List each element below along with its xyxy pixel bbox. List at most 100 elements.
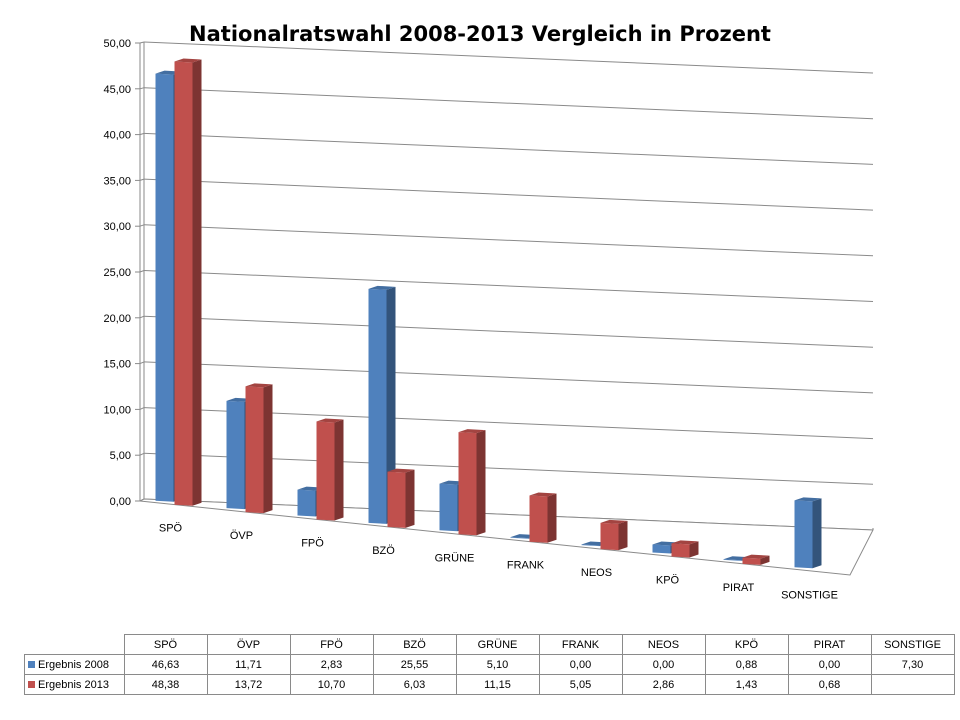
bar-front xyxy=(245,386,264,514)
gridline xyxy=(143,270,874,302)
bar-side xyxy=(386,286,396,524)
table-cell: 11,71 xyxy=(206,654,291,675)
chart-plot: 0,00 5,00 10,00 15,00 20,00 25,00 30,00 35,00 40… xyxy=(103,38,874,601)
data-table: SPÖ ÖVP FPÖ BZÖ GRÜNE FRANK NEOS KPÖ PIRAT SONSTI… xyxy=(24,634,955,695)
bar-top xyxy=(245,383,273,388)
bar-top xyxy=(458,429,486,434)
table-cell: 46,63 xyxy=(123,654,208,675)
table-cell: 2,83 xyxy=(289,654,374,675)
bar-front xyxy=(671,543,690,558)
table-header-cell: ÖVP xyxy=(206,634,291,655)
bar-side xyxy=(618,520,628,551)
table-cell: 13,72 xyxy=(206,674,291,695)
table-header-cell: SPÖ xyxy=(123,634,208,655)
bar-side xyxy=(334,419,344,521)
bar-front xyxy=(510,537,529,539)
bar-front xyxy=(439,483,458,532)
bar-top xyxy=(368,285,396,290)
bar-front xyxy=(155,73,174,502)
side-gridline xyxy=(139,315,145,319)
table-cell: 0,00 xyxy=(787,654,872,675)
side-gridline xyxy=(139,87,145,90)
table-cell: 1,43 xyxy=(704,674,789,695)
bar-side xyxy=(476,430,486,536)
y-tick-label: 5,00 xyxy=(110,450,131,462)
table-header-cell: SONSTIGE xyxy=(870,634,955,655)
bar-side xyxy=(812,498,822,569)
table-row: Ergebnis 2008 46,63 11,71 2,83 25,55 5,10 0,00… xyxy=(24,654,955,675)
y-tick-label: 0,00 xyxy=(110,496,131,508)
legend-entry: Ergebnis 2013 xyxy=(24,674,125,695)
table-cell: 10,70 xyxy=(289,674,374,695)
bar-side xyxy=(547,493,557,543)
x-tick-label: FRANK xyxy=(507,560,545,572)
table-header-cell: NEOS xyxy=(621,634,706,655)
legend-entry: Ergebnis 2008 xyxy=(24,654,125,675)
gridline xyxy=(143,224,874,257)
table-cell: 2,86 xyxy=(621,674,706,695)
bar-front xyxy=(723,559,742,561)
y-tick-label: 30,00 xyxy=(103,221,131,233)
table-header-cell: FPÖ xyxy=(289,634,374,655)
bar-front xyxy=(600,522,619,551)
side-gridline xyxy=(139,132,145,136)
bar-front xyxy=(742,557,761,565)
side-gridline xyxy=(139,270,145,273)
bar-2013-PIRAT xyxy=(742,554,770,565)
x-tick-label: NEOS xyxy=(581,567,612,579)
bar-front xyxy=(174,61,193,506)
bar-top xyxy=(742,554,770,559)
y-tick-label: 40,00 xyxy=(103,130,131,142)
gridline xyxy=(143,87,874,120)
side-gridline xyxy=(139,407,145,410)
bar-front xyxy=(458,432,477,536)
bar-2013-BZÖ xyxy=(387,468,415,528)
table-cell xyxy=(870,674,955,695)
bar-2013-NEOS xyxy=(600,519,628,551)
y-tick-label: 20,00 xyxy=(103,313,131,325)
bar-front xyxy=(794,500,813,569)
y-tick-label: 25,00 xyxy=(103,267,131,279)
gridline xyxy=(143,41,874,74)
side-gridline xyxy=(139,224,145,227)
bar-top xyxy=(794,497,822,502)
y-tick-label: 50,00 xyxy=(103,38,131,50)
bar-side xyxy=(263,384,273,514)
table-header-cell: BZÖ xyxy=(372,634,457,655)
table-header-cell: KPÖ xyxy=(704,634,789,655)
bar-top xyxy=(174,58,202,63)
y-tick-label: 45,00 xyxy=(103,84,131,96)
bar-front xyxy=(652,544,671,554)
legend-label: Ergebnis 2013 xyxy=(38,678,109,691)
bar-front xyxy=(387,471,406,528)
table-header-cell: GRÜNE xyxy=(455,634,540,655)
x-tick-label: GRÜNE xyxy=(435,552,475,564)
gridline xyxy=(143,361,874,394)
table-cell: 0,88 xyxy=(704,654,789,675)
side-gridline xyxy=(139,178,145,181)
table-cell: 0,68 xyxy=(787,674,872,695)
x-tick-label: PIRAT xyxy=(723,582,755,594)
bar-side xyxy=(405,469,415,528)
table-cell: 5,10 xyxy=(455,654,540,675)
y-tick-label: 15,00 xyxy=(103,359,131,371)
x-tick-label: KPÖ xyxy=(656,575,680,587)
bar-2013-FPÖ xyxy=(316,418,344,521)
table-cell: 0,00 xyxy=(621,654,706,675)
bar-top xyxy=(387,468,415,473)
side-gridline xyxy=(139,41,145,44)
bar-front xyxy=(226,400,245,510)
bar-front xyxy=(581,544,600,547)
bar-front xyxy=(368,288,387,524)
legend-swatch xyxy=(28,660,35,668)
bar-front xyxy=(316,421,335,521)
table-header-cell: FRANK xyxy=(538,634,623,655)
table-header-row: SPÖ ÖVP FPÖ BZÖ GRÜNE FRANK NEOS KPÖ PIRAT SONSTI… xyxy=(24,634,955,655)
bar-2013-ÖVP xyxy=(245,383,273,514)
bar-2013-GRÜNE xyxy=(458,429,486,536)
bar-top xyxy=(600,519,628,524)
x-tick-label: ÖVP xyxy=(230,530,253,542)
table-cell: 11,15 xyxy=(455,674,540,695)
x-tick-label: SPÖ xyxy=(159,523,183,535)
x-tick-label: SONSTIGE xyxy=(781,589,838,601)
